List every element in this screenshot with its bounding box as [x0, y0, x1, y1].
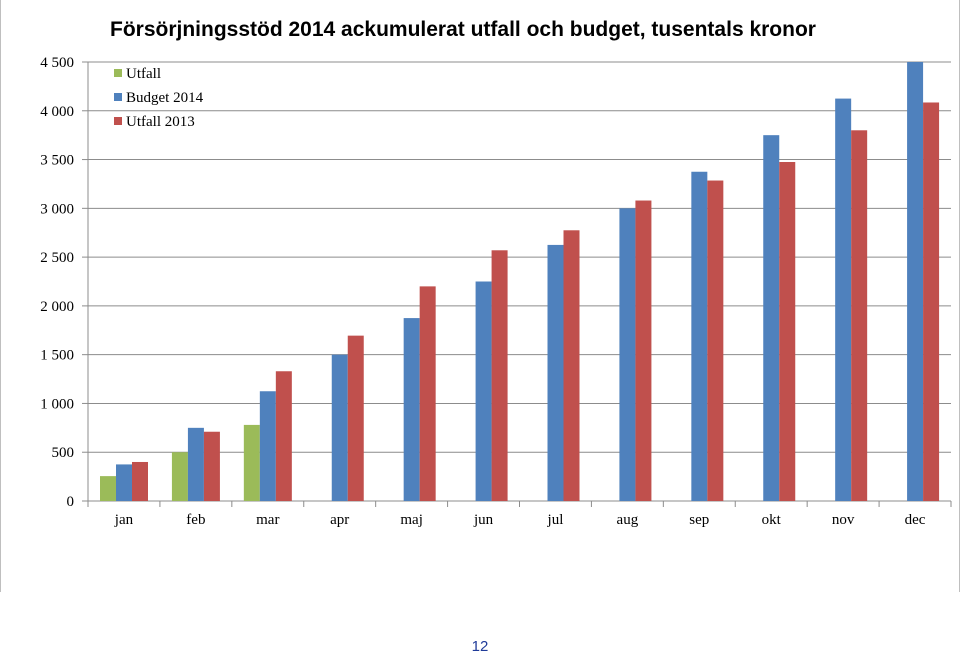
y-tick-label: 3 500: [40, 153, 74, 169]
bar-budget-2014-sep: [691, 171, 708, 501]
bar-utfall-jan: [100, 476, 116, 501]
chart-title: Försörjningsstöd 2014 ackumulerat utfall…: [110, 18, 816, 41]
bar-budget-2014-nov: [835, 98, 852, 501]
bar-utfall-2013-mar: [275, 371, 292, 501]
bar-budget-2014-okt: [763, 135, 780, 501]
bar-utfall-2013-jul: [563, 230, 580, 502]
bar-utfall-2013-dec: [923, 102, 940, 501]
x-tick-label: okt: [762, 512, 782, 528]
y-tick-label: 4 500: [40, 55, 74, 71]
legend-label: Budget 2014: [126, 90, 204, 106]
x-tick-label: nov: [832, 512, 855, 528]
y-tick-label: 0: [67, 494, 75, 510]
bar-budget-2014-aug: [619, 208, 636, 502]
legend-swatch: [114, 117, 122, 125]
x-tick-label: sep: [689, 512, 709, 528]
bar-utfall-2013-jan: [132, 461, 148, 501]
bar-utfall-2013-nov: [851, 130, 868, 502]
x-tick-label: maj: [400, 512, 423, 528]
bar-budget-2014-jan: [116, 464, 132, 501]
y-tick-label: 2 000: [40, 299, 74, 315]
bar-utfall-2013-jun: [491, 250, 508, 501]
bar-budget-2014-jun: [475, 281, 492, 501]
bar-utfall-2013-maj: [419, 286, 436, 501]
bar-utfall-feb: [171, 452, 188, 501]
x-tick-label: apr: [330, 512, 349, 528]
x-tick-label: jul: [547, 512, 564, 528]
bar-budget-2014-mar: [259, 391, 276, 501]
bar-utfall-2013-okt: [779, 161, 796, 501]
bar-utfall-2013-aug: [635, 200, 652, 502]
legend-swatch: [114, 69, 122, 77]
bar-budget-2014-jul: [547, 244, 564, 501]
bar-budget-2014-dec: [907, 62, 924, 501]
y-tick-label: 3 000: [40, 201, 74, 217]
y-tick-label: 1 000: [40, 396, 74, 412]
x-tick-label: jan: [114, 512, 134, 528]
x-tick-label: feb: [186, 512, 205, 528]
bar-utfall-2013-feb: [203, 431, 220, 501]
y-tick-label: 4 000: [40, 104, 74, 120]
y-tick-label: 2 500: [40, 250, 74, 266]
legend-swatch: [114, 93, 122, 101]
bar-chart: 0 500 1 000 1 500 2 000 2 500 3 000 3 500 4 000 4…: [40, 55, 952, 528]
bar-budget-2014-maj: [403, 318, 420, 501]
legend-label: Utfall 2013: [126, 114, 195, 130]
bar-utfall-2013-apr: [347, 335, 364, 501]
page-number: 12: [471, 638, 489, 655]
x-tick-label: dec: [905, 512, 926, 528]
bar-utfall-2013-sep: [707, 180, 724, 501]
bar-budget-2014-apr: [331, 354, 348, 501]
x-tick-label: aug: [617, 512, 639, 528]
bar-utfall-mar: [243, 424, 260, 501]
bar-budget-2014-feb: [187, 427, 204, 501]
legend-label: Utfall: [126, 66, 161, 82]
y-tick-label: 1 500: [40, 348, 74, 364]
y-tick-label: 500: [52, 445, 75, 461]
x-tick-label: mar: [256, 512, 279, 528]
x-tick-label: jun: [473, 512, 494, 528]
